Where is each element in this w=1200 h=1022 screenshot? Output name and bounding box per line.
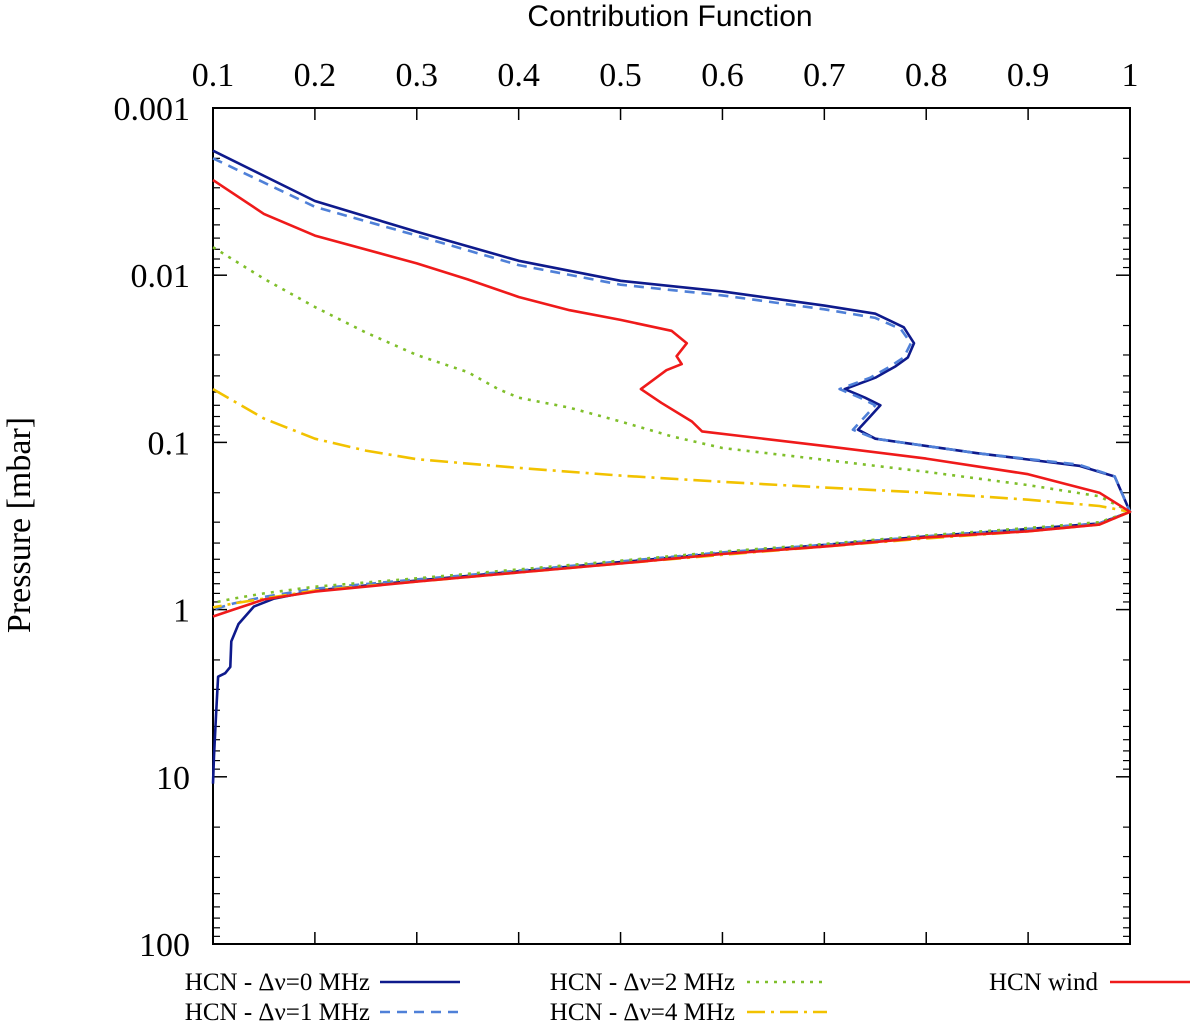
x-tick-label: 1 <box>1122 57 1139 94</box>
x-tick-label: 0.8 <box>905 57 948 94</box>
x-tick-label: 0.6 <box>701 57 744 94</box>
legend-label-2: HCN - Δν=2 MHz <box>550 969 735 996</box>
y-tick-label: 10 <box>156 760 190 797</box>
y-axis-title: Pressure [mbar] <box>1 417 38 633</box>
y-tick-label: 0.1 <box>148 425 191 462</box>
legend-label-4: HCN wind <box>989 969 1099 996</box>
x-tick-label: 0.7 <box>803 57 846 94</box>
y-tick-label: 1 <box>173 593 190 630</box>
x-tick-label: 0.5 <box>599 57 642 94</box>
plot-frame <box>212 107 1131 945</box>
x-tick-label: 0.1 <box>192 57 235 94</box>
y-tick-label: 0.01 <box>131 258 191 295</box>
x-tick-label: 0.3 <box>396 57 439 94</box>
legend-label-0: HCN - Δν=0 MHz <box>185 969 370 996</box>
series-line-2 <box>212 246 1132 605</box>
x-tick-label: 0.2 <box>294 57 337 94</box>
legend-label-1: HCN - Δν=1 MHz <box>185 999 370 1022</box>
y-tick-label: 0.001 <box>114 91 191 128</box>
x-axis-title: Contribution Function <box>527 0 812 33</box>
series-line-3 <box>212 387 1132 609</box>
plot-area: 0.1 0.2 0.3 0.4 0.5 0.6 0.7 0.8 0.9 1 0.001 0.01 0.1… <box>114 57 1139 964</box>
series-line-4 <box>212 179 1132 618</box>
series-line-1 <box>212 157 1132 611</box>
legend: HCN - Δν=0 MHz HCN - Δν=1 MHz HCN - Δν=2 M… <box>185 969 1190 1022</box>
x-tick-label: 0.9 <box>1007 57 1050 94</box>
legend-label-3: HCN - Δν=4 MHz <box>550 999 735 1022</box>
y-tick-label: 100 <box>139 927 190 964</box>
x-tick-label: 0.4 <box>497 57 540 94</box>
